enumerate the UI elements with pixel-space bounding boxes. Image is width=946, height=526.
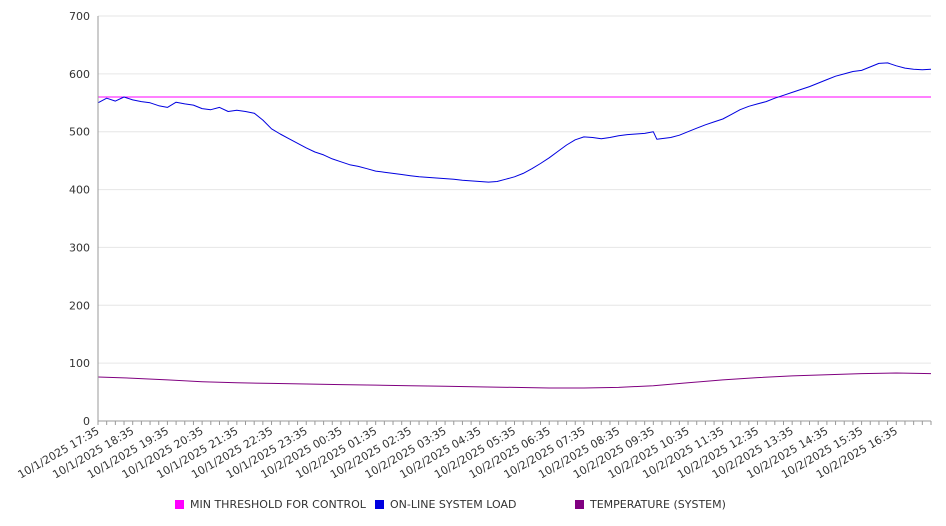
- y-tick-label: 200: [69, 299, 90, 312]
- y-tick-label: 400: [69, 184, 90, 197]
- series-line-2: [97, 372, 932, 389]
- series-line-1: [97, 62, 932, 183]
- load-swatch: [375, 500, 384, 509]
- threshold-swatch: [175, 500, 184, 509]
- y-tick-label: 300: [69, 241, 90, 254]
- y-tick-label: 100: [69, 357, 90, 370]
- legend-item-load[interactable]: ON-LINE SYSTEM LOAD: [375, 498, 516, 511]
- y-axis-tick-labels: 0 100 200 300 400 500 600 700: [69, 10, 90, 428]
- y-tick-label: 500: [69, 126, 90, 139]
- temperature-swatch: [575, 500, 584, 509]
- legend-item-temperature[interactable]: TEMPERATURE (SYSTEM): [575, 498, 726, 511]
- legend-label-temperature: TEMPERATURE (SYSTEM): [590, 498, 726, 511]
- y-tick-label: 600: [69, 68, 90, 81]
- legend-label-threshold: MIN THRESHOLD FOR CONTROL: [190, 498, 366, 511]
- series-lines: [97, 62, 932, 389]
- legend-item-threshold[interactable]: MIN THRESHOLD FOR CONTROL: [175, 498, 366, 511]
- legend-label-load: ON-LINE SYSTEM LOAD: [390, 498, 517, 511]
- legend: MIN THRESHOLD FOR CONTROL ON-LINE SYSTEM…: [0, 498, 946, 514]
- y-tick-label: 0: [83, 415, 90, 428]
- grid-lines: [98, 15, 931, 422]
- y-tick-label: 700: [69, 10, 90, 23]
